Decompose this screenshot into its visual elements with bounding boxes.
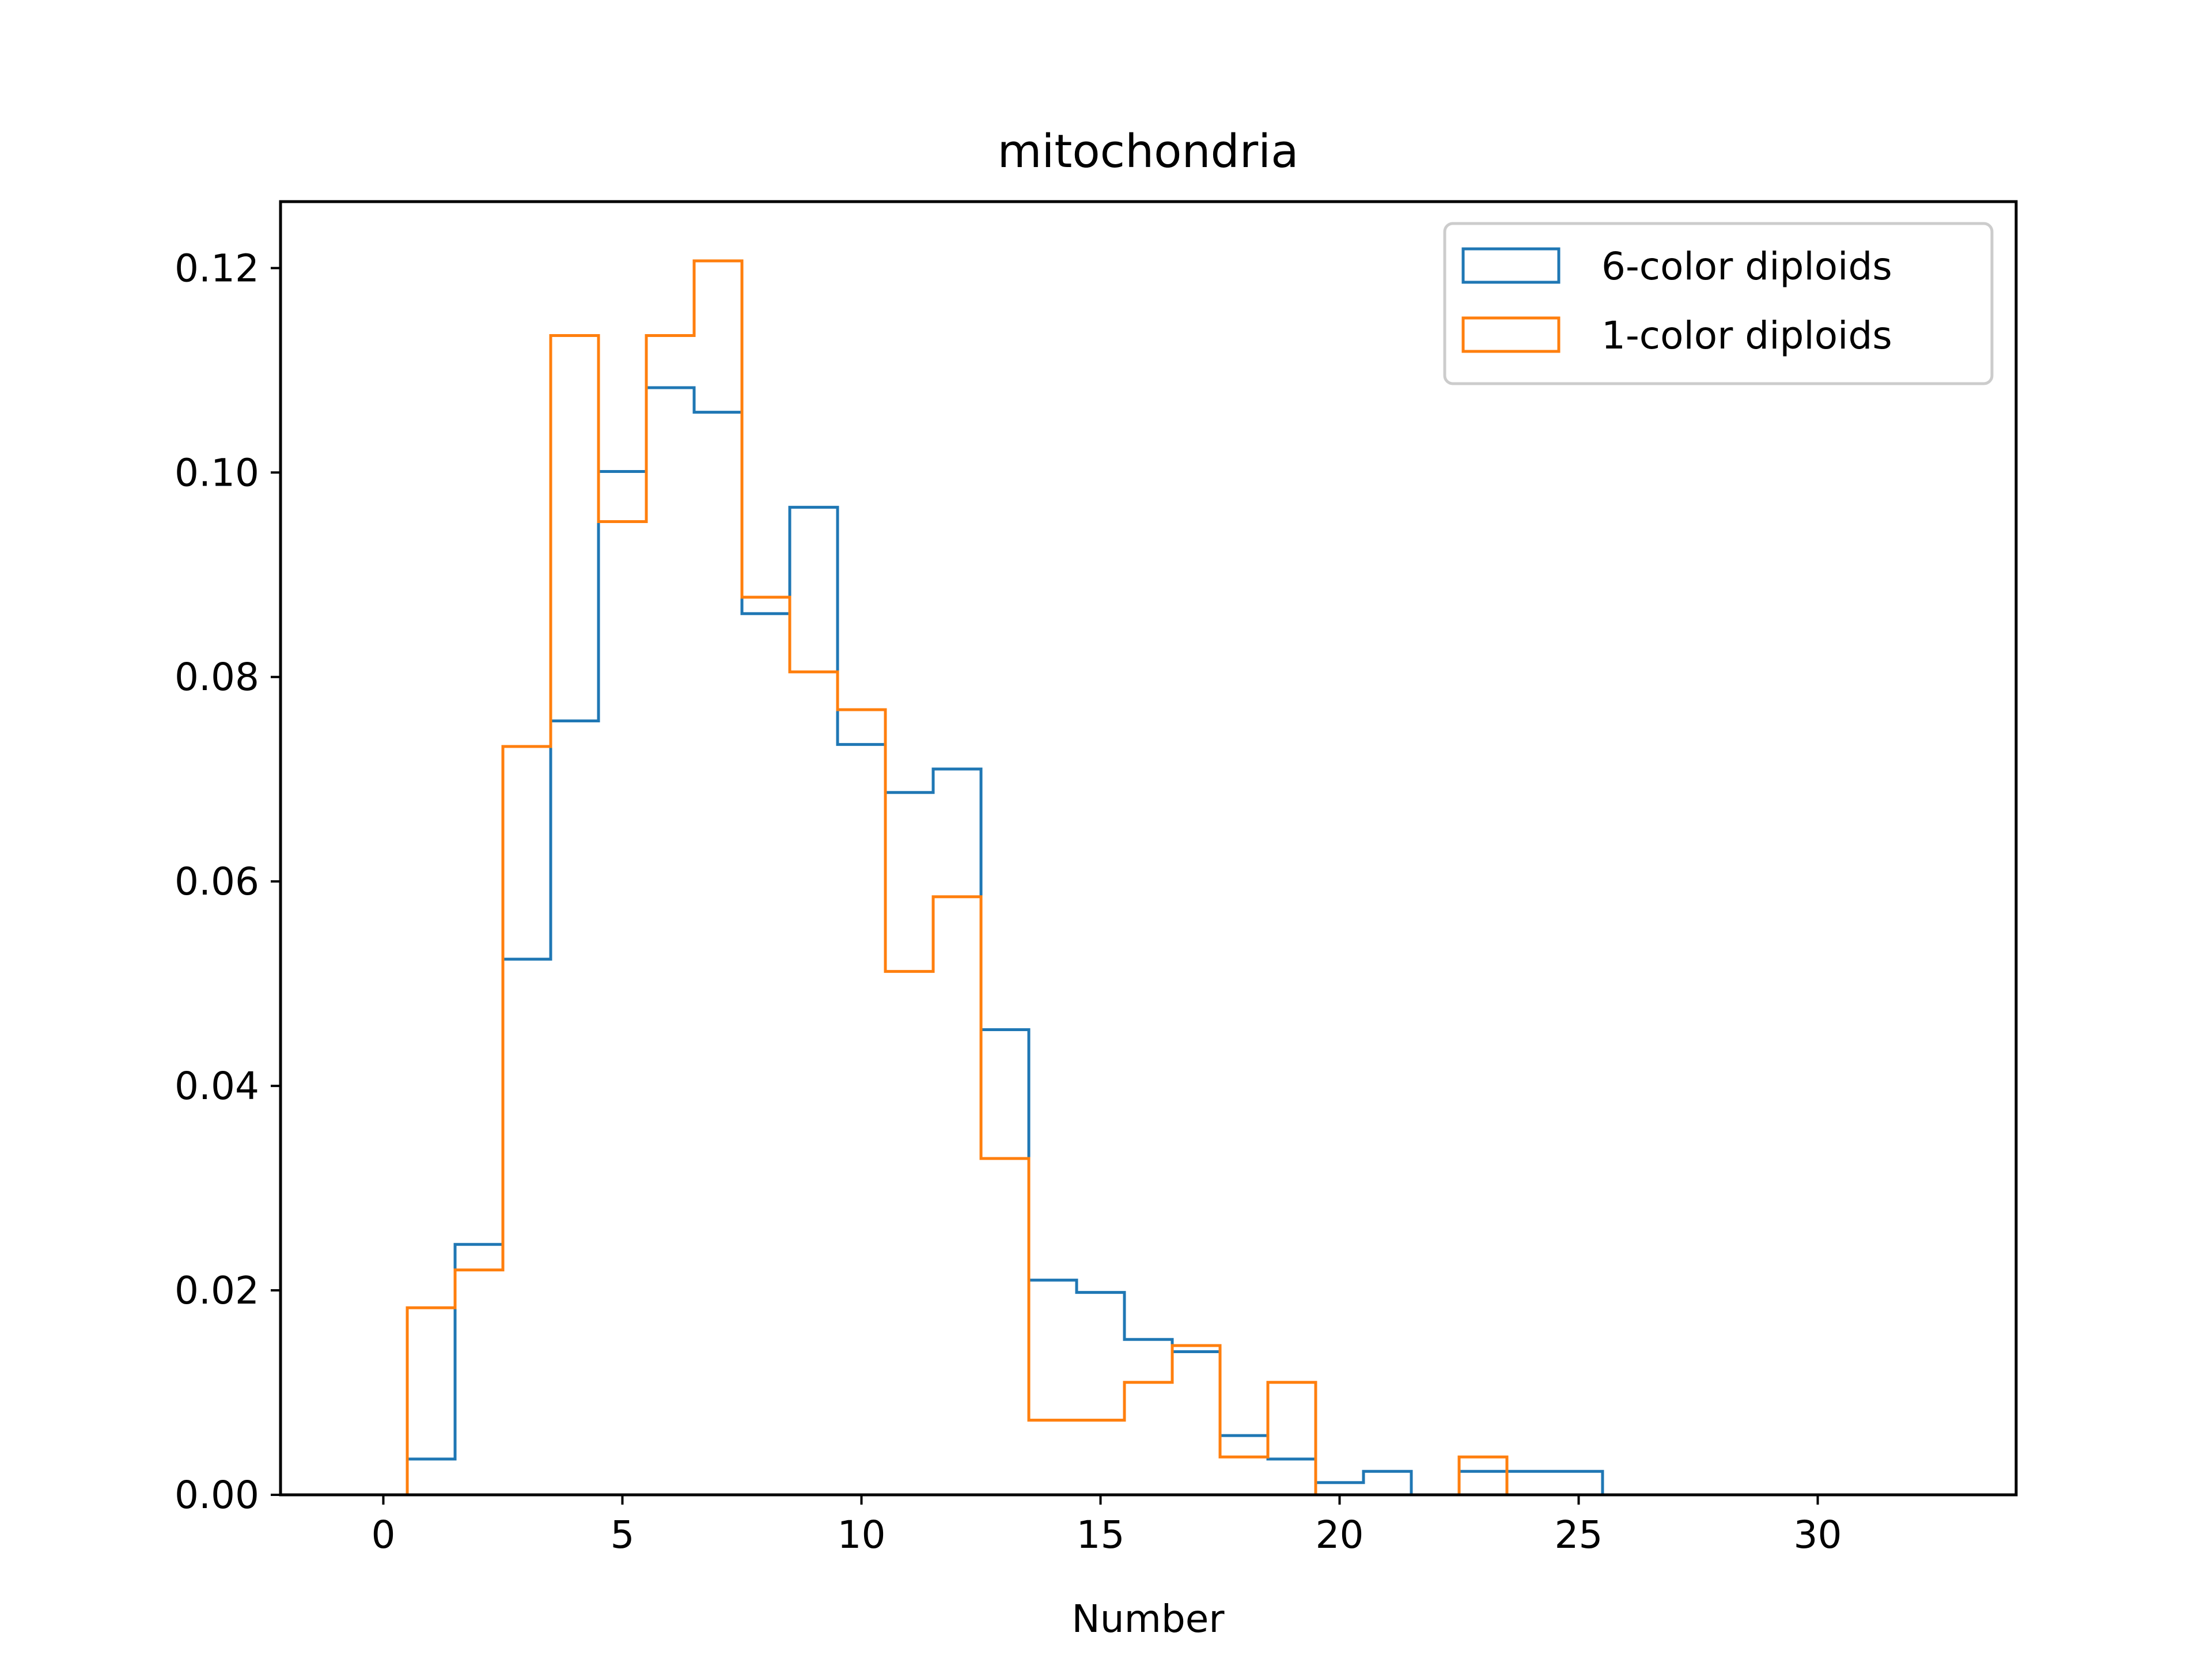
x-tick-label: 0 xyxy=(371,1513,395,1557)
axes-frame xyxy=(279,200,2018,1497)
legend-label-6-color-diploids: 6-color diploids xyxy=(1601,244,1892,289)
x-tick-label: 15 xyxy=(1077,1513,1125,1557)
histogram-step-series-1 xyxy=(406,386,1937,1497)
legend: 6-color diploids 1-color diploids xyxy=(1443,222,1994,385)
x-tick-label: 25 xyxy=(1555,1513,1603,1557)
y-tick-label: 0.06 xyxy=(175,859,259,904)
x-tick-label: 20 xyxy=(1316,1513,1364,1557)
y-tick-label: 0.02 xyxy=(175,1268,259,1313)
legend-box xyxy=(1443,222,1994,385)
y-tick-label: 0.08 xyxy=(175,655,259,699)
y-axis: 0.00 0.02 0.04 0.06 0.08 0.10 0.12 xyxy=(175,246,281,1517)
x-tick-label: 5 xyxy=(610,1513,634,1557)
x-tick-label: 10 xyxy=(837,1513,885,1557)
legend-label-1-color-diploids: 1-color diploids xyxy=(1601,313,1892,358)
y-tick-label: 0.10 xyxy=(175,450,259,495)
y-tick-label: 0.00 xyxy=(175,1473,259,1517)
x-axis-label: Number xyxy=(1071,1597,1225,1641)
x-tick-label: 30 xyxy=(1794,1513,1842,1557)
y-tick-label: 0.12 xyxy=(175,246,259,290)
chart-title: mitochondria xyxy=(997,125,1298,178)
y-tick-label: 0.04 xyxy=(175,1064,259,1108)
legend-swatch-1-color-diploids xyxy=(1461,316,1560,353)
x-axis: 0 5 10 15 20 25 30 xyxy=(371,1495,1842,1557)
legend-swatch-6-color-diploids xyxy=(1461,247,1560,284)
